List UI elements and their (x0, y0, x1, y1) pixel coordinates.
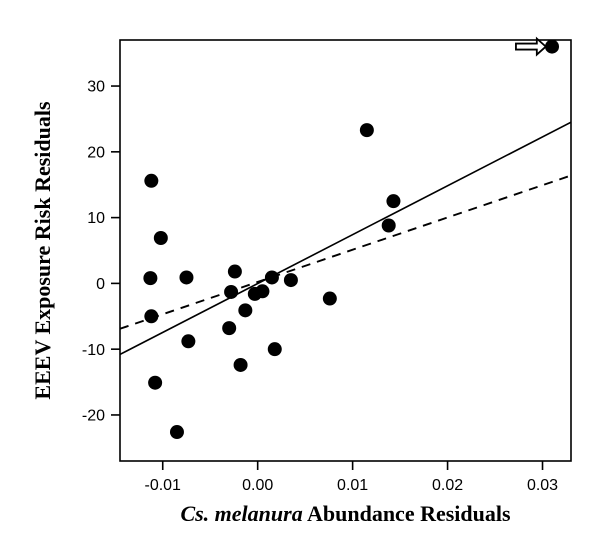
data-point (323, 292, 337, 306)
x-axis-label: Cs. melanura Abundance Residuals (180, 501, 511, 526)
x-tick-label: 0.01 (337, 477, 368, 494)
data-point (255, 284, 269, 298)
y-axis-label: EEEV Exposure Risk Residuals (30, 101, 55, 400)
data-point (222, 321, 236, 335)
x-axis-label-italic: Cs. melanura (180, 501, 302, 526)
data-point (234, 358, 248, 372)
data-point (268, 342, 282, 356)
data-point (143, 271, 157, 285)
x-tick-label: 0.03 (527, 477, 558, 494)
data-point (144, 174, 158, 188)
y-tick-label: 20 (87, 144, 105, 161)
data-point (179, 270, 193, 284)
scatter-chart: -0.01 0.00 0.01 0.02 0.03 -20 -10 0 10 20 30 EEEV E… (0, 0, 611, 551)
y-tick-label: 0 (96, 276, 105, 293)
data-point (224, 285, 238, 299)
data-point (181, 334, 195, 348)
data-point (284, 273, 298, 287)
data-point (360, 123, 374, 137)
data-point (382, 219, 396, 233)
data-point (265, 270, 279, 284)
data-point (386, 194, 400, 208)
x-tick-label: -0.01 (144, 477, 181, 494)
y-tick-label: 30 (87, 79, 105, 96)
data-point (154, 231, 168, 245)
y-tick-label: 10 (87, 210, 105, 227)
data-point (170, 425, 184, 439)
x-tick-label: 0.00 (242, 477, 273, 494)
y-tick-label: -20 (82, 408, 105, 425)
plot-svg: -0.01 0.00 0.01 0.02 0.03 -20 -10 0 10 20 30 EEEV E… (0, 0, 611, 551)
data-point (228, 265, 242, 279)
data-point (148, 376, 162, 390)
y-tick-label: -10 (82, 342, 105, 359)
x-tick-label: 0.02 (432, 477, 463, 494)
data-point (238, 303, 252, 317)
x-axis-label-rest: Abundance Residuals (303, 501, 511, 526)
data-point (144, 309, 158, 323)
